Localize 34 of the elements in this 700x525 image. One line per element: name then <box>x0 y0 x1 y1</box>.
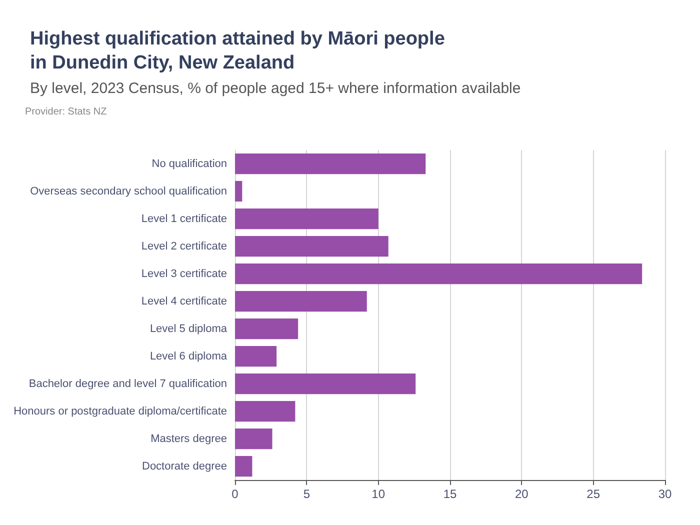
x-tick-label: 25 <box>586 487 600 501</box>
bar <box>235 400 296 422</box>
chart-subtitle: By level, 2023 Census, % of people aged 15+ where information available <box>30 80 521 97</box>
bar <box>235 263 642 284</box>
y-tick-label: Level 4 certificate <box>141 295 227 308</box>
bar <box>235 180 242 202</box>
bar <box>235 456 252 477</box>
x-tick-label: 30 <box>658 487 672 501</box>
bar <box>235 290 367 312</box>
y-tick-label: Level 1 certificate <box>141 212 227 225</box>
chart-title: Highest qualification attained by Māori people in Dunedin City, New Zealand <box>30 28 445 74</box>
x-tick-label: 5 <box>303 487 310 501</box>
y-tick-label: Level 2 certificate <box>141 240 227 252</box>
x-tick-label: 10 <box>372 487 386 501</box>
x-tick-label: 20 <box>514 487 529 501</box>
bar <box>235 373 416 394</box>
y-tick-label: Level 6 diploma <box>150 350 228 362</box>
y-tick-label: Masters degree <box>150 432 227 445</box>
bar <box>235 208 378 230</box>
x-tick-label: 15 <box>443 487 457 501</box>
text: Provider: Stats NZ <box>25 106 107 118</box>
y-tick-label: Overseas secondary school qualification <box>30 185 227 198</box>
bar <box>235 428 272 450</box>
bar <box>235 236 388 257</box>
bar <box>235 153 426 174</box>
x-tick-label: 0 <box>232 487 239 501</box>
y-tick-label: Honours or postgraduate diploma/certificate <box>14 405 227 418</box>
y-tick-label: No qualification <box>152 158 227 170</box>
y-tick-label: Bachelor degree and level 7 qualification <box>28 378 227 390</box>
y-tick-label: Level 3 certificate <box>141 268 227 280</box>
bar <box>235 346 277 367</box>
y-tick-label: Level 5 diploma <box>150 322 228 335</box>
bar <box>235 318 298 340</box>
y-tick-label: Doctorate degree <box>142 460 227 472</box>
